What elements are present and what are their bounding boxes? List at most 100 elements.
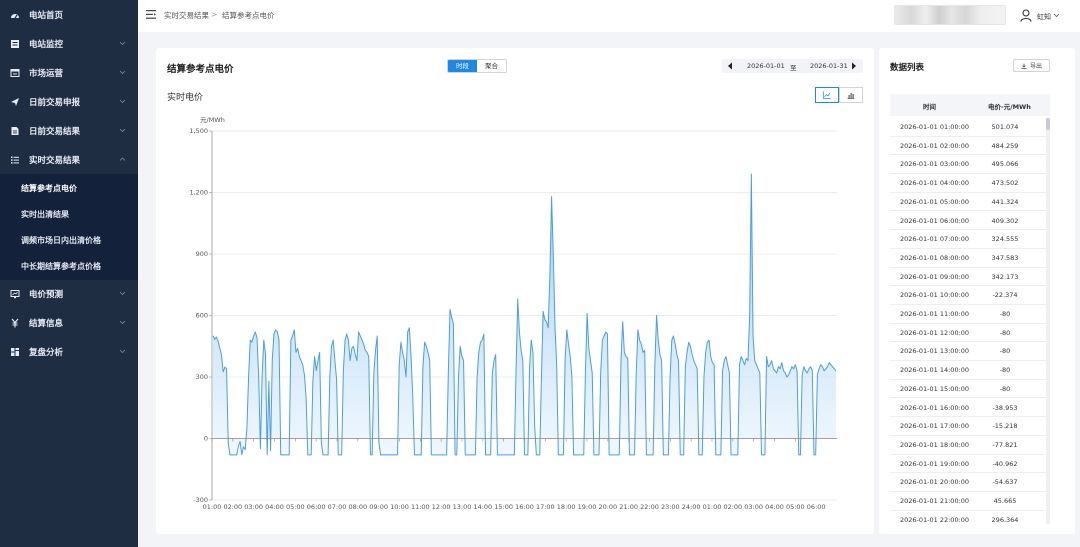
cell-time: 2026-01-01 12:00:00 bbox=[900, 328, 970, 337]
scrollbar-thumb[interactable] bbox=[1046, 118, 1050, 130]
chevron-down-icon bbox=[119, 349, 126, 354]
table-row[interactable]: 2026-01-01 08:00:00 347.583 bbox=[890, 249, 1046, 268]
table-row[interactable]: 2026-01-01 21:00:00 45.665 bbox=[890, 492, 1046, 511]
cell-price: -15.218 bbox=[992, 422, 1018, 431]
sidebar-item-realtime-result[interactable]: 实时交易结果 bbox=[0, 145, 138, 174]
table-row[interactable]: 2026-01-01 13:00:00 -80 bbox=[890, 342, 1046, 362]
cell-time: 2026-01-01 14:00:00 bbox=[900, 366, 970, 375]
export-label: 导出 bbox=[1029, 63, 1042, 70]
bar-chart-icon bbox=[847, 93, 855, 99]
chevron-up-icon bbox=[119, 157, 126, 161]
cell-time: 2026-01-01 04:00:00 bbox=[900, 179, 970, 188]
monitor-icon bbox=[10, 39, 20, 49]
chevron-down-icon bbox=[119, 128, 126, 133]
blurred-search-box[interactable] bbox=[894, 5, 1006, 25]
x-tick-label: 21:00 bbox=[619, 503, 638, 511]
cell-price: 441.324 bbox=[991, 197, 1019, 206]
submenu-item-fm-intraday-price[interactable]: 调频市场日内出清价格 bbox=[21, 236, 101, 245]
y-tick-label: -300 bbox=[193, 496, 208, 504]
date-end[interactable]: 2026-01-31 bbox=[810, 62, 848, 70]
chevron-down-icon[interactable] bbox=[1053, 12, 1060, 19]
x-tick-label: 24:00 bbox=[682, 503, 701, 511]
table-row[interactable]: 2026-01-01 09:00:00 342.173 bbox=[890, 268, 1046, 287]
sidebar-item-label: 电站首页 bbox=[29, 10, 64, 21]
line-chart-button[interactable] bbox=[815, 87, 839, 103]
table-row[interactable]: 2026-01-01 10:00:00 -22.374 bbox=[890, 286, 1046, 305]
user-icon[interactable] bbox=[1020, 9, 1032, 22]
cell-time: 2026-01-01 03:00:00 bbox=[900, 160, 970, 169]
submenu-item-realtime-clearing[interactable]: 实时出清结果 bbox=[21, 210, 69, 219]
export-button[interactable]: 导出 bbox=[1013, 59, 1050, 72]
sidebar-item-home[interactable]: 电站首页 bbox=[0, 0, 138, 29]
submenu-item-settlement-price[interactable]: 结算参考点电价 bbox=[21, 184, 77, 193]
chevron-down-icon bbox=[119, 320, 126, 325]
table-body[interactable]: 2026-01-01 01:00:00 501.074 2026-01-01 02:… bbox=[890, 118, 1050, 524]
table-row[interactable]: 2026-01-01 06:00:00 409.302 bbox=[890, 212, 1046, 231]
toggle-period[interactable]: 时段 bbox=[448, 60, 477, 72]
date-range-picker[interactable]: 2026-01-01 至 2026-01-31 bbox=[722, 59, 863, 73]
user-name[interactable]: 虹知 bbox=[1037, 13, 1051, 21]
chevron-down-icon bbox=[119, 99, 126, 104]
chart-type-switch bbox=[815, 87, 863, 103]
date-start[interactable]: 2026-01-01 bbox=[747, 62, 785, 70]
cell-price: -80 bbox=[999, 328, 1011, 337]
sidebar-item-monitor[interactable]: 电站监控 bbox=[0, 29, 138, 58]
table-row[interactable]: 2026-01-01 14:00:00 -80 bbox=[890, 361, 1046, 380]
sidebar-item-settlement-info[interactable]: 结算信息 bbox=[0, 308, 138, 337]
table-row[interactable]: 2026-01-01 16:00:00 -38.953 bbox=[890, 399, 1046, 418]
top-bar: 实时交易结果 > 结算参考点电价 虹知 bbox=[138, 0, 1080, 32]
table-header: 时间 电价-元/MWh bbox=[890, 94, 1050, 116]
x-tick-label: 05:00 bbox=[786, 503, 805, 511]
cell-price: 324.555 bbox=[991, 235, 1019, 244]
sidebar-item-label: 结算信息 bbox=[29, 318, 64, 329]
chart-card: 结算参考点电价 时段 聚合 2026-01-01 至 2026-01-31 实时… bbox=[156, 48, 874, 534]
sidebar-item-market[interactable]: 市场运营 bbox=[0, 58, 138, 87]
cell-price: 495.066 bbox=[991, 160, 1019, 169]
cell-time: 2026-01-01 10:00:00 bbox=[900, 291, 970, 300]
table-row[interactable]: 2026-01-01 04:00:00 473.502 bbox=[890, 174, 1046, 193]
table-row[interactable]: 2026-01-01 17:00:00 -15.218 bbox=[890, 417, 1046, 436]
sidebar-item-day-ahead-result[interactable]: 日前交易结果 bbox=[0, 116, 138, 145]
table-row[interactable]: 2026-01-01 19:00:00 -40.962 bbox=[890, 455, 1046, 474]
data-table-card: 数据列表 导出 时间 电价-元/MWh 2026-01-01 01:00:00 5… bbox=[879, 48, 1075, 534]
next-arrow-icon[interactable] bbox=[851, 62, 857, 70]
x-tick-label: 09:00 bbox=[369, 503, 388, 511]
x-tick-label: 06:00 bbox=[807, 503, 826, 511]
cell-price: -80 bbox=[999, 310, 1011, 318]
submenu-item-midlong-price[interactable]: 中长期结算参考点价格 bbox=[21, 262, 101, 271]
y-axis-label: 元/MWh bbox=[200, 116, 225, 124]
x-tick-label: 17:00 bbox=[536, 503, 555, 511]
y-tick-label: 1,500 bbox=[189, 127, 208, 135]
table-row[interactable]: 2026-01-01 07:00:00 324.555 bbox=[890, 230, 1046, 249]
table-row[interactable]: 2026-01-01 22:00:00 296.364 bbox=[890, 511, 1046, 524]
cell-price: -80 bbox=[999, 347, 1011, 356]
table-row[interactable]: 2026-01-01 18:00:00 -77.821 bbox=[890, 436, 1046, 455]
toggle-aggregate[interactable]: 聚合 bbox=[477, 60, 506, 72]
table-row[interactable]: 2026-01-01 01:00:00 501.074 bbox=[890, 118, 1046, 137]
page-title: 结算参考点电价 bbox=[167, 64, 234, 75]
bar-chart-button[interactable] bbox=[839, 87, 863, 103]
cell-price: 45.665 bbox=[993, 497, 1017, 505]
document-icon bbox=[10, 126, 20, 136]
table-row[interactable]: 2026-01-01 20:00:00 -54.637 bbox=[890, 473, 1046, 492]
cell-time: 2026-01-01 19:00:00 bbox=[900, 459, 970, 468]
prev-arrow-icon[interactable] bbox=[727, 62, 733, 70]
table-row[interactable]: 2026-01-01 02:00:00 484.259 bbox=[890, 137, 1046, 156]
scrollbar-track[interactable] bbox=[1046, 118, 1050, 524]
table-row[interactable]: 2026-01-01 12:00:00 -80 bbox=[890, 324, 1046, 343]
cell-price: -80 bbox=[999, 366, 1011, 375]
sidebar-item-label: 复盘分析 bbox=[29, 347, 64, 358]
table-row[interactable]: 2026-01-01 11:00:00 -80 bbox=[890, 305, 1046, 324]
sidebar-item-day-ahead-declare[interactable]: 日前交易申报 bbox=[0, 87, 138, 116]
chevron-down-icon bbox=[119, 41, 126, 46]
x-tick-label: 11:00 bbox=[411, 503, 430, 511]
menu-toggle-icon[interactable] bbox=[146, 10, 156, 19]
table-row[interactable]: 2026-01-01 15:00:00 -80 bbox=[890, 380, 1046, 399]
cell-price: 501.074 bbox=[991, 123, 1019, 131]
table-row[interactable]: 2026-01-01 05:00:00 441.324 bbox=[890, 193, 1046, 212]
sidebar-item-review-analysis[interactable]: 复盘分析 bbox=[0, 337, 138, 366]
cell-time: 2026-01-01 22:00:00 bbox=[900, 515, 970, 524]
sidebar-item-price-forecast[interactable]: 电价预测 bbox=[0, 279, 138, 308]
breadcrumb-item-realtime[interactable]: 实时交易结果 bbox=[164, 11, 209, 20]
table-row[interactable]: 2026-01-01 03:00:00 495.066 bbox=[890, 155, 1046, 175]
